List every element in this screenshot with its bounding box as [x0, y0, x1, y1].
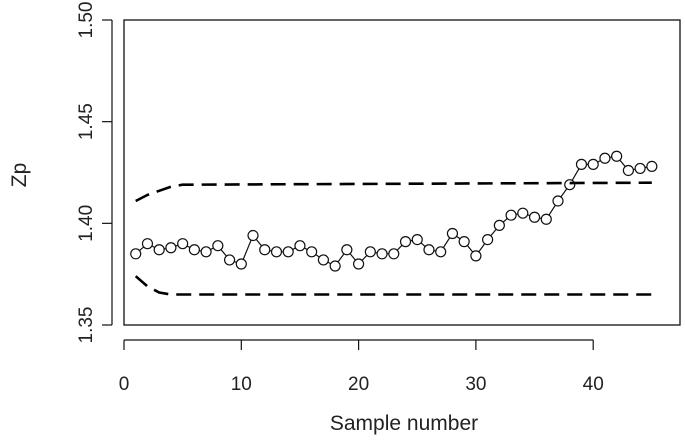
x-tick-label: 20: [348, 374, 369, 395]
data-point: [130, 248, 142, 260]
data-point: [411, 234, 423, 246]
data-point: [188, 244, 200, 256]
data-point: [388, 248, 400, 260]
data-point: [399, 236, 412, 248]
y-tick-label: 1.40: [76, 205, 97, 242]
data-point: [505, 209, 517, 221]
data-point: [528, 211, 541, 223]
data-point: [611, 150, 623, 162]
data-point: [317, 254, 330, 266]
series-layer: [130, 150, 658, 296]
x-tick-label: 40: [583, 374, 604, 395]
x-axis: 0 10 20 30 40: [119, 339, 604, 395]
data-point: [540, 213, 552, 225]
data-point: [482, 234, 494, 246]
data-point: [564, 179, 576, 191]
x-axis-title: Sample number: [330, 412, 478, 435]
data-point: [599, 152, 611, 164]
data-point: [646, 160, 658, 172]
data-point: [141, 238, 154, 250]
data-point: [352, 258, 365, 270]
data-point: [341, 244, 353, 256]
data-point: [458, 236, 470, 248]
data-point: [329, 260, 341, 272]
data-point: [552, 195, 564, 207]
x-tick-label: 0: [119, 374, 130, 395]
x-tick-label: 10: [231, 374, 252, 395]
data-point: [306, 246, 318, 258]
data-point: [622, 164, 634, 177]
data-point: [212, 240, 224, 252]
plot-frame: [123, 19, 681, 326]
data-point: [282, 246, 294, 258]
upper-limit-line: [135, 181, 652, 203]
data-point: [259, 244, 271, 256]
y-tick-label: 1.45: [76, 103, 97, 140]
data-point: [235, 258, 247, 270]
data-point: [364, 246, 376, 258]
y-axis-title: Zp: [8, 163, 31, 188]
data-point: [587, 158, 599, 170]
y-axis: 1.35 1.40 1.45 1.50: [76, 2, 113, 344]
data-point: [165, 242, 177, 254]
y-tick-label: 1.50: [76, 2, 97, 39]
data-point: [294, 240, 306, 252]
data-point: [446, 227, 459, 240]
data-point: [376, 248, 388, 260]
data-point: [493, 219, 505, 231]
data-point: [200, 246, 212, 258]
data-point: [517, 207, 529, 219]
data-point: [470, 250, 482, 262]
data-point: [634, 162, 646, 175]
y-tick-label: 1.35: [76, 307, 97, 344]
data-point: [247, 229, 259, 242]
data-point: [153, 244, 165, 256]
lower-limit-line: [134, 275, 652, 296]
data-point: [435, 246, 447, 258]
data-point: [177, 238, 189, 250]
data-point: [270, 246, 283, 258]
data-point: [575, 158, 588, 170]
x-tick-label: 30: [465, 374, 486, 395]
data-point: [423, 244, 435, 256]
data-point: [223, 254, 236, 266]
